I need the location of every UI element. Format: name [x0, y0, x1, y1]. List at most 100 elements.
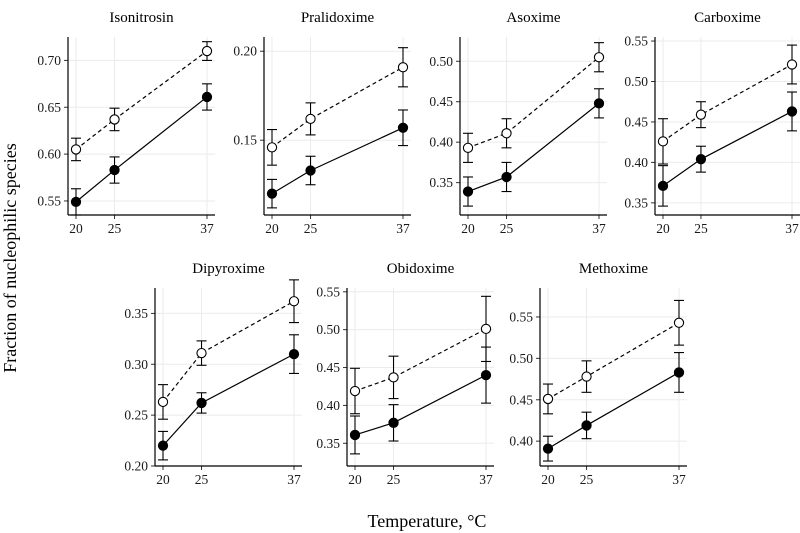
data-point — [201, 45, 213, 57]
series-solid — [542, 352, 685, 462]
x-tick-label: 25 — [580, 472, 594, 487]
y-tick-label: 0.50 — [429, 54, 453, 69]
x-tick-label: 25 — [195, 472, 209, 487]
y-tick-label: 0.55 — [624, 34, 648, 49]
data-point — [349, 385, 361, 397]
series-solid — [657, 91, 798, 207]
series-dashed — [157, 279, 300, 420]
y-tick-label: 0.55 — [37, 193, 61, 208]
data-point — [388, 417, 399, 428]
series-line — [662, 63, 793, 142]
x-tick-label: 20 — [461, 221, 475, 236]
panel-grid: Isonitrosin 20 25 37 0.55 0.60 0.65 0.70 Pralido… — [37, 10, 800, 487]
data-point — [201, 91, 213, 103]
panel-dipyroxime: Dipyroxime 20 25 37 0.20 0.25 0.30 0.35 — [124, 261, 302, 487]
x-tick-label: 20 — [656, 221, 670, 236]
y-tick-label: 0.50 — [316, 322, 340, 337]
y-tick-label: 0.30 — [124, 357, 148, 372]
data-point — [288, 348, 300, 360]
data-point — [157, 396, 169, 408]
x-tick-label: 37 — [200, 221, 214, 236]
x-tick-label: 20 — [265, 221, 279, 236]
data-point — [109, 164, 120, 176]
y-tick-label: 0.15 — [233, 133, 257, 148]
panel-title: Isonitrosin — [109, 10, 174, 26]
data-point — [695, 154, 707, 165]
y-tick-label: 0.20 — [233, 44, 257, 59]
data-point — [673, 367, 685, 378]
x-tick-label: 25 — [387, 472, 401, 487]
y-tick-label: 0.40 — [316, 398, 340, 413]
y-tick-label: 0.55 — [316, 284, 340, 299]
panel-obidoxime: Obidoxime 20 25 37 0.35 0.40 0.45 0.50 0.55 — [316, 261, 494, 487]
series-line — [467, 56, 600, 149]
data-point — [266, 188, 278, 199]
y-tick-label: 0.35 — [124, 306, 148, 321]
y-tick-label: 0.45 — [509, 392, 533, 407]
y-tick-label: 0.50 — [624, 74, 648, 89]
data-point — [70, 144, 82, 155]
series-line — [271, 66, 404, 148]
x-tick-label: 25 — [694, 221, 708, 236]
x-tick-label: 20 — [69, 221, 83, 236]
data-point — [462, 186, 474, 197]
data-point — [196, 397, 207, 409]
series-solid — [462, 88, 605, 207]
x-tick-label: 25 — [500, 221, 514, 236]
x-tick-label: 37 — [592, 221, 606, 236]
data-point — [305, 113, 316, 125]
panel-title: Carboxime — [694, 10, 761, 26]
y-tick-label: 0.40 — [509, 434, 533, 449]
data-point — [542, 443, 554, 454]
data-point — [695, 109, 707, 120]
data-point — [288, 296, 300, 307]
data-point — [593, 98, 605, 109]
data-point — [397, 62, 409, 73]
data-point — [305, 165, 316, 176]
data-point — [501, 171, 512, 183]
y-tick-label: 0.20 — [124, 459, 148, 474]
y-tick-label: 0.35 — [429, 175, 453, 190]
y-tick-label: 0.45 — [624, 114, 648, 129]
x-tick-label: 37 — [785, 221, 799, 236]
x-tick-label: 37 — [479, 472, 493, 487]
y-tick-label: 0.45 — [429, 94, 453, 109]
data-point — [397, 122, 409, 133]
y-tick-label: 0.50 — [509, 351, 533, 366]
data-point — [349, 429, 361, 441]
series-dashed — [70, 41, 213, 162]
series-dashed — [462, 42, 605, 163]
x-tick-label: 37 — [287, 472, 301, 487]
y-tick-label: 0.40 — [429, 135, 453, 150]
y-tick-label: 0.70 — [37, 53, 61, 68]
panel-carboxime: Carboxime 20 25 37 0.35 0.40 0.45 0.50 0.55 — [624, 10, 800, 236]
data-point — [581, 371, 592, 382]
data-point — [109, 114, 120, 125]
series-dashed — [542, 299, 685, 415]
x-tick-label: 37 — [396, 221, 410, 236]
data-point — [593, 52, 605, 63]
data-point — [266, 142, 278, 153]
x-tick-label: 20 — [156, 472, 170, 487]
y-tick-label: 0.40 — [624, 155, 648, 170]
x-tick-label: 20 — [348, 472, 362, 487]
data-point — [480, 369, 492, 381]
series-dashed — [266, 47, 409, 166]
series-solid — [70, 83, 213, 216]
series-dashed — [657, 44, 798, 165]
data-point — [388, 372, 399, 383]
y-tick-label: 0.60 — [37, 147, 61, 162]
x-tick-label: 37 — [672, 472, 686, 487]
panel-asoxime: Asoxime 20 25 37 0.35 0.40 0.45 0.50 — [429, 10, 607, 236]
data-point — [657, 136, 669, 147]
series-line — [75, 50, 208, 150]
data-point — [480, 323, 492, 335]
panel-methoxime: Methoxime 20 25 37 0.40 0.45 0.50 0.55 — [509, 261, 687, 487]
data-point — [462, 142, 474, 153]
series-solid — [266, 109, 409, 209]
data-point — [657, 180, 669, 192]
series-solid — [349, 346, 492, 455]
data-point — [786, 106, 798, 117]
data-point — [501, 128, 512, 139]
